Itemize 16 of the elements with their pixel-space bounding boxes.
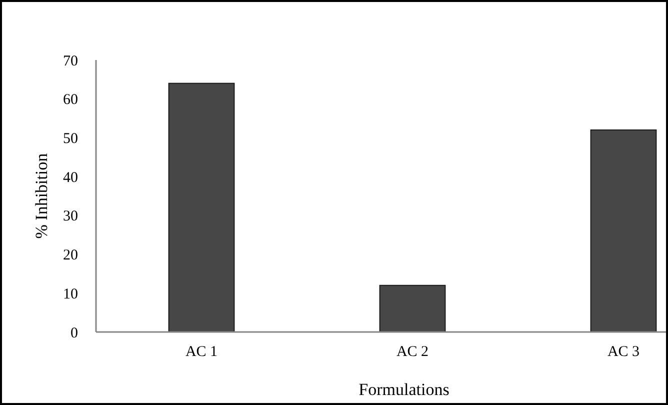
y-tick-label: 20	[63, 248, 78, 264]
x-tick-label: AC 2	[396, 344, 429, 360]
y-tick-label: 30	[63, 208, 78, 225]
bar	[168, 82, 235, 332]
y-tick-label: 10	[63, 286, 78, 302]
y-tick-label: 40	[63, 170, 78, 186]
y-axis-title: % Inhibition	[32, 152, 51, 239]
y-tick-label: 70	[63, 53, 78, 70]
y-tick-label: 50	[63, 130, 78, 147]
x-tick-label: AC 3	[607, 344, 640, 360]
x-tick-label: AC 1	[185, 344, 218, 360]
x-axis-title: Formulations	[358, 380, 450, 399]
y-tick-label: 60	[63, 92, 78, 108]
bar	[590, 129, 657, 332]
y-tick-label: 0	[70, 325, 78, 342]
bar	[379, 284, 446, 332]
